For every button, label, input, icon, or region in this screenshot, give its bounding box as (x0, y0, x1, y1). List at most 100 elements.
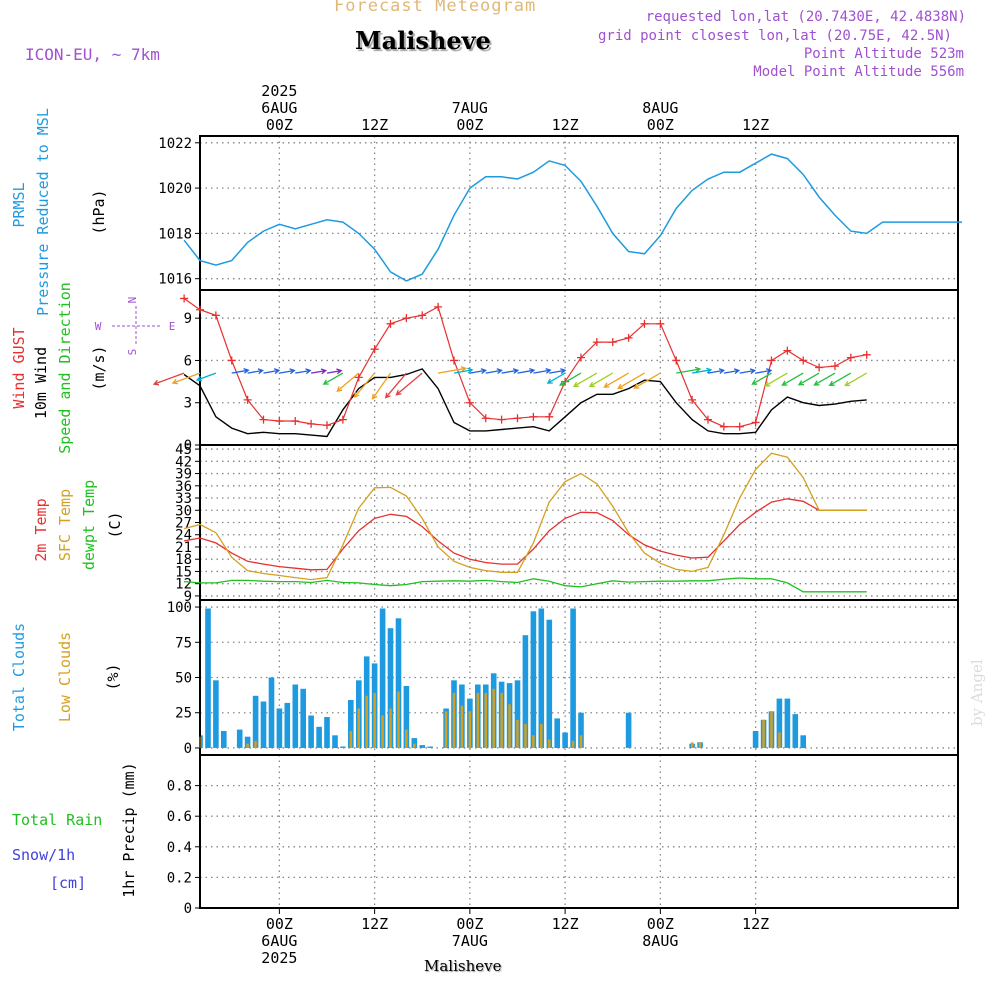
y-tick-label: 39 (175, 467, 192, 483)
sfc-temp-label: SFC Temp (56, 489, 74, 561)
y-tick-label: 0 (184, 438, 192, 454)
gust-marker (846, 353, 855, 362)
clouds-unit: (%) (104, 663, 122, 690)
total-cloud-bar (625, 712, 632, 748)
panel-pressure: 1016 1018 1020 1022 (158, 135, 959, 291)
total-cloud-bar (236, 729, 243, 748)
wind-direction-arrow (691, 367, 713, 374)
precip-unit: 1hr Precip (mm) (120, 762, 138, 897)
gust-marker (211, 311, 220, 320)
gust-marker (608, 338, 617, 347)
wind-speed-line (183, 368, 867, 438)
y-tick-label: 9 (184, 311, 192, 327)
total-cloud-bar (562, 732, 568, 748)
wind-direction-arrow (751, 372, 772, 385)
gust-marker (196, 305, 204, 314)
low-cloud-bar (778, 732, 781, 748)
y-tick-label: 33 (175, 491, 192, 507)
y-tick-label: 1020 (158, 181, 192, 197)
gust-marker (703, 415, 712, 424)
low-cloud-bar (762, 719, 765, 748)
gust-marker (656, 319, 665, 328)
gust-marker (322, 421, 331, 430)
y-tick-label: 0 (184, 901, 192, 917)
wind-direction-arrow (195, 372, 217, 382)
top-time-label: 2025 (261, 82, 297, 100)
sfc-temp-line (183, 452, 867, 581)
wind-direction-arrow (739, 368, 757, 375)
pressure-line (183, 153, 962, 282)
wind-dir-label: Speed and Direction (56, 282, 74, 454)
top-time-label: 12Z (361, 116, 388, 134)
wind-direction-arrow (517, 367, 536, 374)
low-cloud-bar (468, 711, 472, 748)
low-cloud-bar (349, 731, 353, 748)
low-cloud-bar (254, 740, 257, 748)
location-title: Malisheve (355, 26, 491, 55)
total-cloud-bar (213, 680, 219, 748)
wind-direction-arrow (617, 372, 645, 389)
low-cloud-bar (365, 695, 368, 748)
total-cloud-bar (387, 628, 394, 748)
gust-marker (180, 294, 189, 303)
grid-point-coords: grid point closest lon,lat (20.75E, 42.5… (597, 28, 952, 44)
rain-label: Total Rain (12, 811, 102, 829)
total-cloud-bar (395, 618, 402, 748)
gust-label: Wind GUST (10, 327, 28, 408)
wind-direction-arrow (572, 372, 598, 387)
y-tick-label: 0.8 (167, 779, 192, 795)
gust-marker (672, 356, 681, 365)
wind-direction-arrow (231, 367, 250, 374)
total-cloud-bar (379, 608, 386, 748)
gust-marker (830, 362, 839, 371)
total-cloud-bar (411, 738, 418, 748)
compass-n: N (126, 297, 139, 304)
wind-direction-arrow (559, 372, 582, 386)
total-cloud-bar (752, 731, 759, 748)
gust-marker (291, 417, 300, 426)
y-tick-label: 12 (175, 577, 192, 593)
low-cloud-bar (524, 724, 527, 748)
low-cloud-bar (508, 704, 511, 748)
wind-direction-arrow (723, 368, 741, 375)
low-clouds-label: Low Clouds (56, 632, 74, 722)
low-cloud-bar (389, 708, 392, 748)
total-cloud-bar (419, 745, 426, 748)
total-cloud-bar (268, 677, 275, 748)
gust-marker (624, 333, 633, 342)
wind-direction-arrow (171, 372, 201, 385)
wind-direction-arrow (453, 367, 474, 374)
gust-marker (386, 319, 395, 328)
low-cloud-bar (770, 711, 773, 748)
bottom-time-label: 00Z (456, 915, 483, 933)
total-cloud-bar (792, 714, 799, 748)
gust-marker (418, 311, 427, 320)
total-cloud-bar (514, 680, 521, 748)
y-tick-label: 9 (184, 589, 192, 605)
total-cloud-bar (522, 635, 529, 748)
low-cloud-bar (199, 736, 201, 748)
wind-direction-arrow (336, 372, 360, 392)
low-cloud-bar (381, 715, 384, 748)
top-time-label: 12Z (742, 116, 769, 134)
gust-marker (243, 395, 252, 404)
low-cloud-bar (492, 688, 495, 748)
y-tick-label: 25 (175, 706, 192, 722)
total-cloud-bar (276, 708, 283, 748)
pressure-label-2: Pressure Reduced to MSL (34, 108, 52, 316)
y-tick-label: 1016 (158, 272, 192, 288)
y-tick-label: 75 (175, 635, 192, 651)
total-cloud-bar (324, 717, 330, 748)
y-tick-label: 0.2 (167, 870, 192, 886)
total-cloud-bar (546, 619, 553, 748)
y-tick-label: 30 (175, 503, 192, 519)
snow-label: Snow/1h (12, 846, 75, 864)
snow-unit-label: [cm] (50, 874, 86, 892)
gust-marker (449, 356, 458, 365)
bottom-time-label: 8AUG (642, 932, 678, 950)
point-altitude: Point Altitude 523m (803, 46, 964, 62)
low-cloud-bar (444, 711, 448, 748)
y-tick-label: 45 (175, 442, 192, 458)
